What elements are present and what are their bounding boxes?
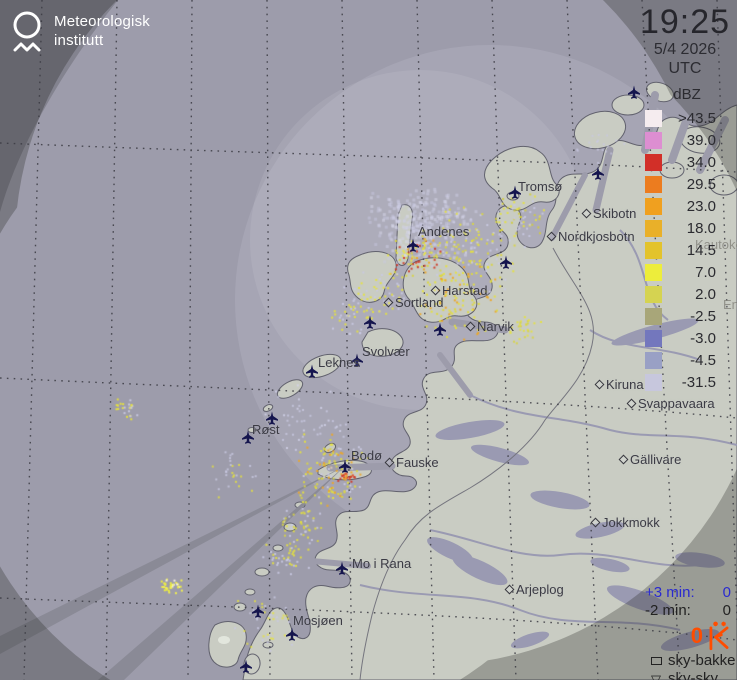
layer-toggle-sky-bakke[interactable]: sky-bakke [641, 652, 737, 670]
plus-minutes-label: +3 min: [645, 584, 695, 601]
layer-label: sky-bakke [668, 652, 736, 669]
legend-value: 7.0 [695, 263, 716, 281]
dbz-legend: >43.5 39.0 34.0 29.5 23.0 18.0 14.5 [645, 107, 737, 393]
legend-value: 34.0 [686, 153, 716, 171]
legend-value: >43.5 [678, 109, 716, 127]
legend-row: 18.0 [645, 217, 737, 239]
triangle-down-icon [651, 673, 662, 680]
legend-value: -31.5 [681, 373, 716, 391]
legend-row: 34.0 [645, 151, 737, 173]
legend-value: 18.0 [686, 219, 716, 237]
legend-swatch [645, 219, 662, 237]
minus-minutes-value: 0 [722, 602, 731, 619]
minus-minutes-control[interactable]: -2 min: 0 [641, 602, 737, 620]
layer-toggle-sky-sky[interactable]: sky-sky [641, 670, 737, 680]
legend-swatch [645, 131, 662, 149]
clock-time: 19:25 [639, 3, 731, 41]
legend-row: 23.0 [645, 195, 737, 217]
legend-swatch [645, 263, 662, 281]
legend-value: 29.5 [686, 175, 716, 193]
legend-value: -3.0 [690, 329, 716, 347]
legend-swatch [645, 351, 662, 369]
legend-value: 39.0 [686, 131, 716, 149]
layer-label: sky-sky [668, 670, 718, 680]
legend-swatch [645, 285, 662, 303]
plus-minutes-control[interactable]: +3 min: 0 [641, 584, 737, 602]
legend-swatch [645, 109, 662, 127]
legend-row: -2.5 [645, 305, 737, 327]
legend-value: 23.0 [686, 197, 716, 215]
square-icon [651, 657, 662, 665]
met-logo-icon [13, 11, 41, 52]
legend-swatch [645, 153, 662, 171]
clock-date: 5/4 2026 [653, 41, 717, 58]
legend-row: -3.0 [645, 327, 737, 349]
legend-row: 39.0 [645, 129, 737, 151]
legend-swatch [645, 175, 662, 193]
minus-minutes-label: -2 min: [645, 602, 691, 619]
legend-row: -4.5 [645, 349, 737, 371]
legend-value: 14.5 [686, 241, 716, 259]
legend-swatch [645, 197, 662, 215]
legend-row: 29.5 [645, 173, 737, 195]
legend-swatch [645, 307, 662, 325]
animation-controls: +3 min: 0 -2 min: 0 0 sky-bakke [641, 584, 737, 680]
legend-value: -2.5 [690, 307, 716, 325]
brand-name: Meteorologisk institutt [54, 13, 150, 49]
legend-swatch [645, 329, 662, 347]
legend-row: >43.5 [645, 107, 737, 129]
info-panel: 19:25 5/4 2026 UTC dBZ >43.5 39.0 34.0 2… [633, 4, 737, 393]
legend-row: -31.5 [645, 371, 737, 393]
legend-row: 7.0 [645, 261, 737, 283]
legend-value: 2.0 [695, 285, 716, 303]
clock-timezone: UTC [668, 60, 702, 77]
lightning-status: 0 [641, 620, 737, 652]
legend-swatch [645, 373, 662, 391]
plus-minutes-value: 0 [722, 584, 731, 601]
legend-row: 14.5 [645, 239, 737, 261]
lightning-icon [709, 621, 729, 651]
met-brand: Meteorologisk institutt [10, 10, 150, 56]
legend-title: dBZ [673, 86, 701, 103]
legend-value: -4.5 [690, 351, 716, 369]
lightning-count: 0 [690, 623, 703, 648]
legend-row: 2.0 [645, 283, 737, 305]
legend-swatch [645, 241, 662, 259]
